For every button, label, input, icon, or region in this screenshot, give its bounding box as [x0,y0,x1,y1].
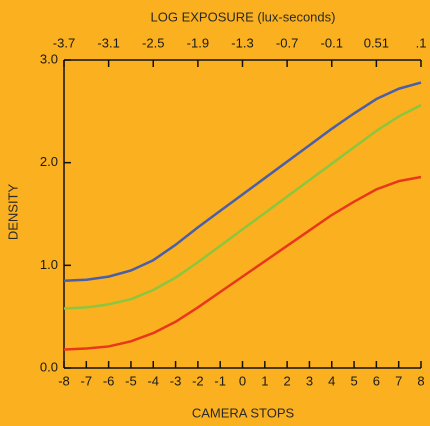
x-tick-label: 0 [239,373,246,388]
top-tick-label: 0.51 [364,35,389,50]
x-tick-label: 8 [417,373,424,388]
chart-title: LOG EXPOSURE (lux-seconds) [151,9,336,24]
x-tick-label: -4 [147,373,159,388]
top-tick-label: -0.1 [321,35,343,50]
top-tick-label: .1 [416,35,427,50]
y-axis-label: DENSITY [5,184,20,241]
x-tick-label: -8 [58,373,70,388]
y-tick-label: 2.0 [40,154,58,169]
y-tick-label: 3.0 [40,51,58,66]
line-series [63,81,422,282]
line-series [63,175,422,351]
top-tick-label: -1.3 [231,35,253,50]
x-tick-label: 1 [261,373,268,388]
x-tick-label: -2 [192,373,204,388]
x-tick-label: -6 [103,373,115,388]
x-tick-label: 4 [328,373,335,388]
x-tick-label: 7 [395,373,402,388]
x-axis-label: CAMERA STOPS [192,405,295,420]
x-tick-label: -7 [81,373,93,388]
x-tick-label: 5 [350,373,357,388]
top-tick-label: -1.9 [187,35,209,50]
top-tick-label: -0.7 [276,35,298,50]
top-tick-label: -3.7 [53,35,75,50]
x-tick-label: -1 [214,373,226,388]
x-tick-label: 6 [373,373,380,388]
x-tick-label: -3 [170,373,182,388]
x-tick-label: 3 [306,373,313,388]
x-tick-label: -5 [125,373,137,388]
y-tick-label: 1.0 [40,257,58,272]
line-series [63,104,422,310]
x-tick-label: 2 [284,373,291,388]
top-tick-label: -3.1 [97,35,119,50]
top-tick-label: -2.5 [142,35,164,50]
y-tick-label: 0.0 [40,359,58,374]
